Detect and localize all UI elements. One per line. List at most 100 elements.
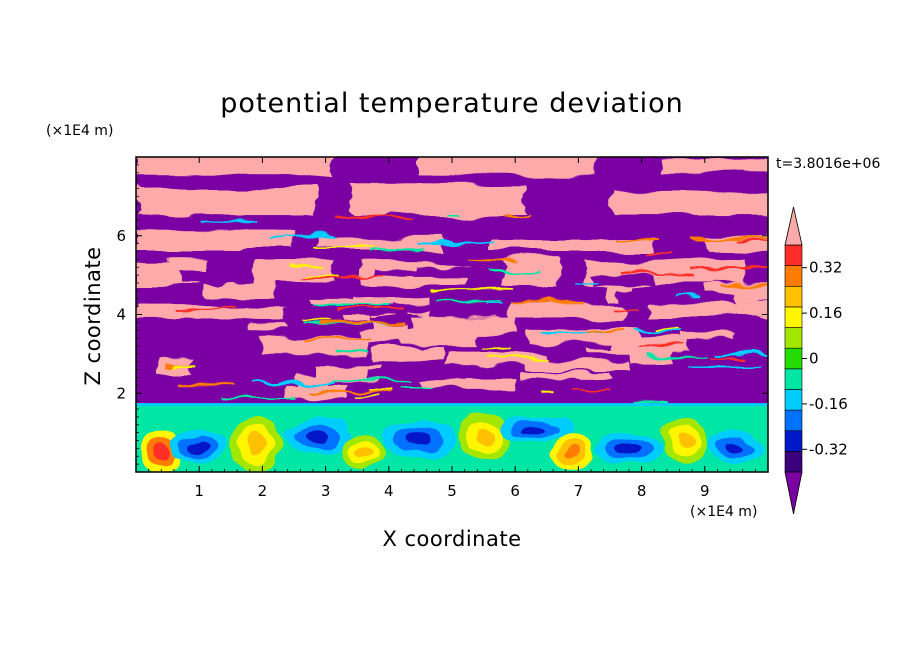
y-tick-label: 2 <box>116 384 126 402</box>
band-segment <box>275 281 354 299</box>
time-label: t=3.8016e+06 <box>776 156 880 172</box>
band-segment <box>645 251 674 254</box>
x-axis-unit: (×1E4 m) <box>690 504 757 520</box>
band-segment <box>538 389 552 392</box>
band-segment <box>337 307 407 310</box>
colorbar-label: 0.16 <box>809 304 842 322</box>
band-segment <box>249 322 319 329</box>
band-segment <box>156 360 193 375</box>
band-segment <box>538 331 603 334</box>
y-tick-label: 4 <box>116 306 126 324</box>
colorbar-box <box>784 389 803 411</box>
band-segment <box>519 373 612 380</box>
eddy-contour <box>307 430 332 443</box>
band-segment <box>635 329 684 332</box>
band-segment <box>308 390 391 393</box>
band-segment <box>308 274 342 277</box>
x-tick-label: 3 <box>321 482 331 500</box>
band-segment <box>612 194 768 217</box>
band-segment <box>469 256 519 259</box>
band-segment <box>252 381 335 384</box>
band-segment <box>296 304 410 315</box>
y-axis-ticks: 2 4 6 <box>116 164 768 465</box>
band-segment <box>492 240 654 252</box>
band-segment <box>174 365 198 368</box>
colorbar-box <box>784 306 803 328</box>
band-segment <box>311 245 378 248</box>
colorbar: 0.32 0.16 0 -0.16 -0.32 <box>784 206 848 515</box>
colorbar-label: 0.32 <box>809 259 842 277</box>
band-segment <box>646 354 705 357</box>
colorbar-box <box>784 451 803 473</box>
band-segment <box>136 306 294 319</box>
x-tick-label: 2 <box>258 482 268 500</box>
band-segment <box>136 229 295 252</box>
band-segment <box>355 394 379 397</box>
band-segment <box>182 270 230 282</box>
band-segment <box>400 388 432 391</box>
band-segment <box>372 270 424 277</box>
band-segment <box>296 376 332 387</box>
band-segment <box>584 330 625 333</box>
band-segment <box>417 157 595 175</box>
y-axis-unit: (×1E4 m) <box>46 123 113 139</box>
band-segment <box>618 294 734 304</box>
band-segment <box>361 323 409 343</box>
band-segment <box>571 387 607 390</box>
colorbar-box <box>784 347 803 370</box>
boundary-layer-top <box>136 403 768 407</box>
band-segment <box>301 275 384 278</box>
band-segment <box>287 265 325 268</box>
band-segment <box>483 347 509 350</box>
y-tick-label: 6 <box>116 227 126 245</box>
band-segment <box>313 304 387 307</box>
band-segment <box>617 239 657 242</box>
band-segment <box>301 319 331 322</box>
band-segment <box>525 361 629 372</box>
band-segment <box>689 366 761 369</box>
eddy-contour <box>407 433 434 448</box>
band-segment <box>578 282 599 285</box>
band-segment <box>198 218 258 221</box>
band-segment <box>682 332 735 340</box>
chart-title: potential temperature deviation <box>220 88 683 119</box>
x-axis-label: X coordinate <box>382 527 521 551</box>
band-segment <box>632 400 667 403</box>
band-segment <box>635 344 686 347</box>
x-tick-label: 4 <box>384 482 394 500</box>
band-segment <box>176 308 233 311</box>
band-segment <box>270 236 285 239</box>
band-segment <box>319 236 443 252</box>
y-axis-label: Z coordinate <box>81 246 105 385</box>
band-segment <box>512 299 582 302</box>
colorbar-under-arrow <box>784 471 803 515</box>
colorbar-box <box>784 409 803 432</box>
band-segment <box>691 236 768 239</box>
band-segment <box>366 388 392 391</box>
band-segment <box>661 159 768 175</box>
band-segment <box>490 358 550 361</box>
band-segment <box>509 300 622 319</box>
band-segment <box>371 248 422 251</box>
band-segment <box>319 321 405 324</box>
contour-field <box>136 157 768 472</box>
colorbar-label: 0 <box>809 350 819 368</box>
band-segment <box>413 243 496 246</box>
eddy-contour <box>726 442 747 455</box>
band-segment <box>136 187 315 217</box>
colorbar-box <box>784 285 803 308</box>
band-segment <box>656 327 681 330</box>
band-segment <box>430 289 518 292</box>
band-segment <box>435 300 502 303</box>
band-segment <box>714 352 768 355</box>
band-segment <box>304 337 372 340</box>
band-segment <box>672 296 701 299</box>
eddy-contour <box>678 432 694 449</box>
colorbar-box <box>784 244 803 266</box>
eddy-contour <box>617 442 641 455</box>
band-segment <box>488 270 537 273</box>
x-tick-label: 5 <box>447 482 457 500</box>
band-segment <box>219 397 298 400</box>
band-segment <box>419 378 516 389</box>
x-tick-label: 1 <box>194 482 204 500</box>
